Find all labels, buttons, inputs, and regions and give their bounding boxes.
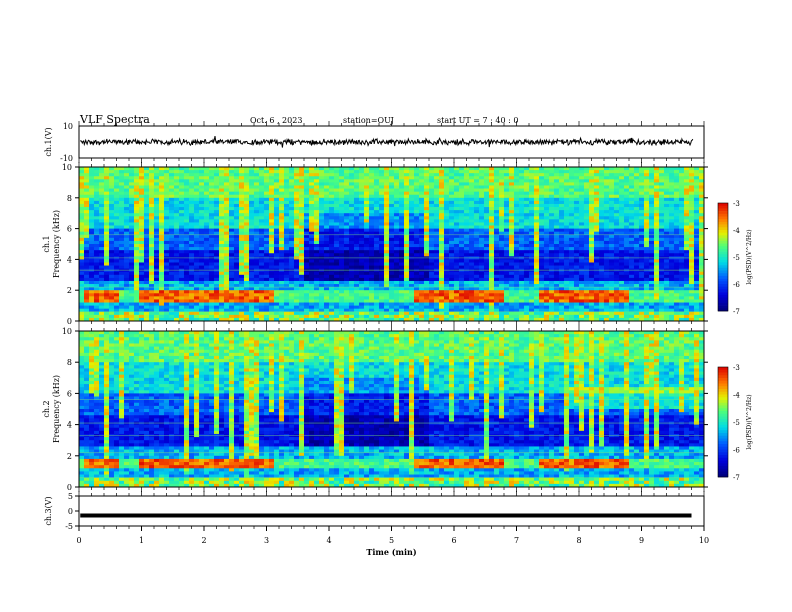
- y-axis-label: Frequency (kHz): [52, 375, 61, 443]
- colorbar-tick-label: -6: [733, 447, 740, 455]
- colorbar-tick-label: -4: [733, 392, 740, 400]
- y-tick-label: 8: [67, 358, 72, 367]
- x-tick-label: 2: [201, 536, 206, 545]
- x-tick-label: 5: [389, 536, 394, 545]
- station-label: station=OUJ: [343, 116, 394, 125]
- x-tick-label: 0: [76, 536, 81, 545]
- chart-title: VLF Spectra: [80, 113, 150, 126]
- y-axis-label: ch.1(V): [44, 127, 53, 156]
- x-tick-label: 10: [699, 536, 709, 545]
- y-tick-label: -10: [60, 154, 73, 163]
- colorbar-tick-label: -3: [733, 364, 740, 372]
- colorbar-tick-label: -5: [733, 254, 740, 262]
- y-tick-label: 10: [62, 327, 72, 336]
- waveform-panel-0: 10 -10 ch.1(V): [44, 122, 705, 163]
- x-axis-label: Time (min): [366, 547, 416, 557]
- y-tick-label: 10: [62, 163, 72, 172]
- y-axis-label: ch.1: [42, 235, 51, 252]
- colorbar-frame: [717, 366, 729, 478]
- start-time-label: start UT = 7 : 40 : 0: [437, 116, 519, 125]
- y-tick-label: 0: [67, 317, 72, 326]
- colorbar-tick-label: -6: [733, 281, 740, 289]
- y-tick-label: 10: [63, 122, 73, 131]
- x-tick-label: 1: [139, 536, 144, 545]
- y-tick-label: 8: [67, 194, 72, 203]
- y-axis-label: Frequency (kHz): [52, 210, 61, 278]
- y-tick-label: 5: [68, 492, 73, 501]
- colorbar-tick-label: -5: [733, 419, 740, 427]
- date-label: Oct. 6 , 2023: [250, 116, 303, 125]
- x-tick-label: 8: [576, 536, 581, 545]
- colorbar: -3 -4 -5 -6 -7 log(PSD)(V^2/Hz): [717, 364, 753, 482]
- x-tick-label: 3: [264, 536, 269, 545]
- y-tick-label: 4: [67, 255, 72, 264]
- y-tick-label: 0: [67, 483, 72, 492]
- y-tick-label: 4: [67, 421, 72, 430]
- colorbar-tick-label: -7: [733, 474, 740, 482]
- x-tick-label: 6: [451, 536, 456, 545]
- panel-frame: [78, 495, 705, 527]
- y-tick-label: 0: [68, 507, 73, 516]
- spectrogram-panel-1: 0 2 4 6 8 10 ch.1 Frequency (kHz) -3 -4 -5 -6 -7 log(…: [42, 163, 753, 326]
- colorbar: -3 -4 -5 -6 -7 log(PSD)(V^2/Hz): [717, 200, 753, 316]
- y-axis-label: ch.3(V): [44, 496, 53, 525]
- colorbar-label: log(PSD)(V^2/Hz): [746, 229, 753, 284]
- y-axis-label: ch.2: [42, 400, 51, 417]
- spectrogram-panel-2: 0 2 4 6 8 10 ch.2 Frequency (kHz) -3 -4 -5 -6 -7 log(…: [42, 327, 753, 492]
- y-tick-label: -5: [65, 522, 73, 531]
- colorbar-tick-label: -3: [733, 200, 740, 208]
- colorbar-frame: [717, 202, 729, 312]
- ch1-waveform: [79, 136, 694, 148]
- y-tick-label: 6: [67, 389, 72, 398]
- colorbar-tick-label: -4: [733, 227, 740, 235]
- colorbar-tick-label: -7: [733, 308, 740, 316]
- colorbar-label: log(PSD)(V^2/Hz): [746, 394, 753, 449]
- minor-ticks: [78, 121, 705, 531]
- y-tick-label: 6: [67, 225, 72, 234]
- x-tick-label: 9: [639, 536, 644, 545]
- y-tick-label: 2: [67, 286, 72, 295]
- x-tick-label: 7: [514, 536, 519, 545]
- x-tick-label: 4: [326, 536, 331, 545]
- y-tick-label: 2: [67, 452, 72, 461]
